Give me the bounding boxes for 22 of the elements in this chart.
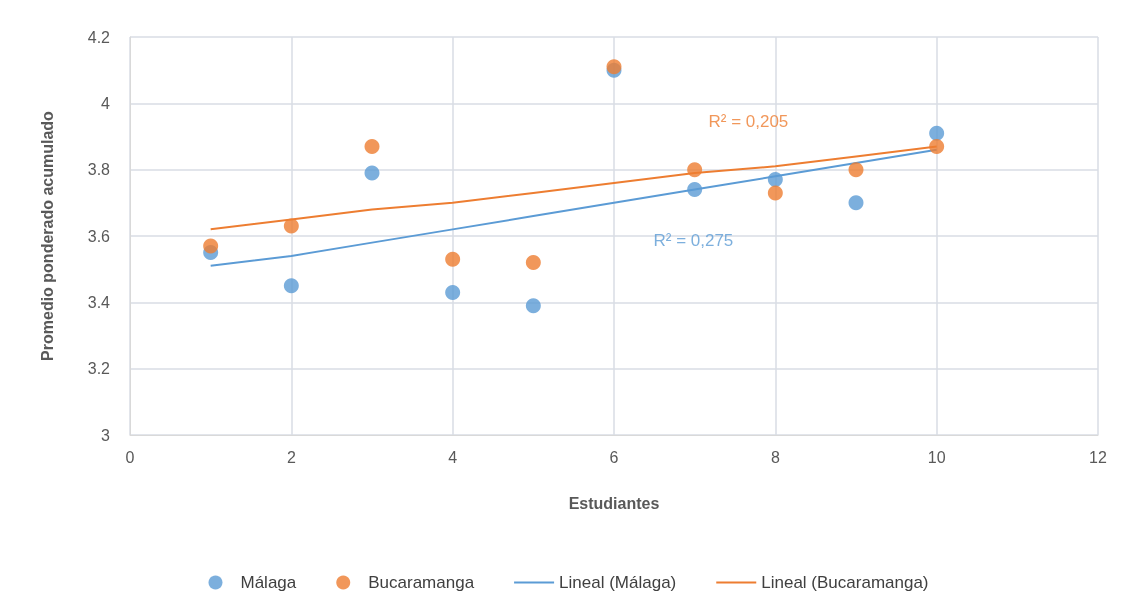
y-tick-label: 4 xyxy=(101,94,111,112)
x-tick-label: 6 xyxy=(609,448,619,466)
x-tick-label: 2 xyxy=(286,448,296,466)
y-axis-title: Promedio ponderado acumulado xyxy=(38,110,56,361)
legend-label: Lineal (Málaga) xyxy=(559,573,677,592)
legend-label: Lineal (Bucaramanga) xyxy=(761,573,929,592)
x-axis-title: Estudiantes xyxy=(568,494,660,512)
y-tick-label: 3 xyxy=(101,426,111,444)
legend-label: Bucaramanga xyxy=(368,573,475,592)
x-tick-label: 10 xyxy=(927,448,946,466)
y-tick-label: 3.2 xyxy=(87,360,111,378)
y-tick-label: 4.2 xyxy=(87,28,111,46)
x-tick-label: 8 xyxy=(770,448,780,466)
y-tick-label: 3.4 xyxy=(87,293,111,311)
annotation: R² = 0,205 xyxy=(708,111,789,131)
x-tick-label: 0 xyxy=(125,448,135,466)
x-tick-label: 12 xyxy=(1089,448,1107,466)
y-tick-label: 3.6 xyxy=(87,227,111,245)
annotation: R² = 0,275 xyxy=(653,231,734,251)
y-tick-label: 3.8 xyxy=(87,161,111,179)
legend-label: Málaga xyxy=(240,573,297,592)
x-tick-label: 4 xyxy=(448,448,458,466)
